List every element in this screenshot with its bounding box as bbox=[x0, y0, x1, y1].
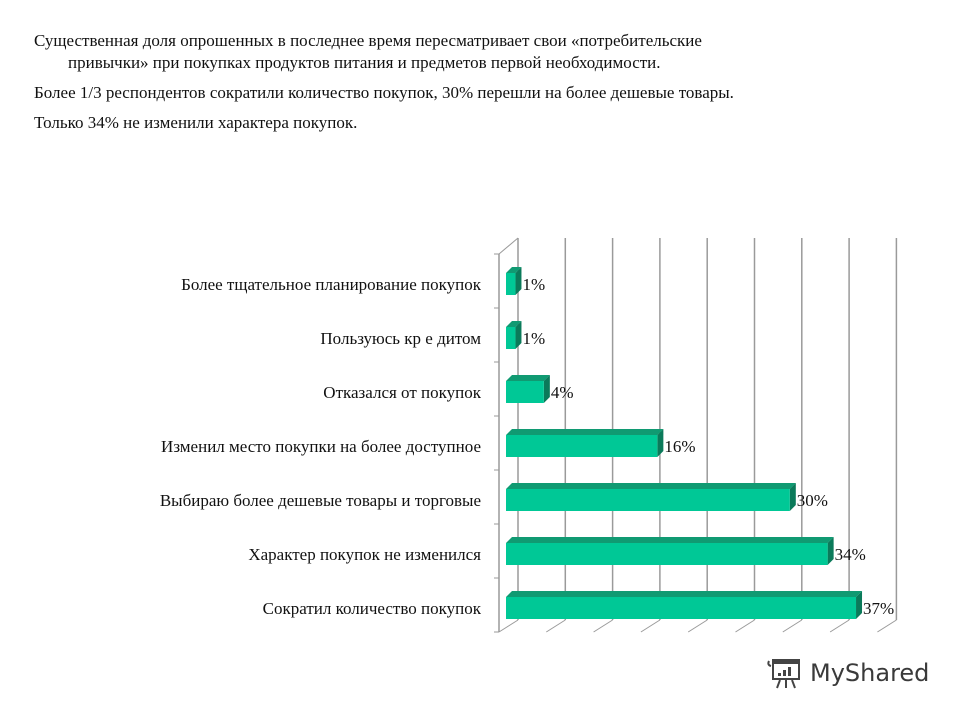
bar bbox=[506, 591, 863, 619]
category-label: Сократил количество покупок bbox=[263, 599, 482, 618]
watermark: MyShared bbox=[766, 655, 929, 691]
intro-line-1a: Существенная доля опрошенных в последнее… bbox=[34, 31, 702, 50]
bar bbox=[506, 267, 522, 295]
floor-gridline bbox=[498, 619, 519, 633]
bar bbox=[506, 483, 796, 511]
value-label: 30% bbox=[797, 491, 828, 510]
bar bbox=[506, 429, 664, 457]
value-label: 1% bbox=[522, 329, 545, 348]
intro-paragraph-1: Существенная доля опрошенных в последнее… bbox=[34, 30, 934, 74]
floor-gridline bbox=[593, 619, 613, 633]
intro-paragraph-3: Только 34% не изменили характера покупок… bbox=[34, 113, 358, 132]
value-label: 16% bbox=[664, 437, 695, 456]
watermark-text: MyShared bbox=[810, 659, 930, 687]
axis-top-edge bbox=[498, 237, 519, 255]
floor-gridline bbox=[877, 619, 897, 633]
chart-category-labels: Более тщательное планирование покупок Пол… bbox=[160, 275, 482, 618]
category-label: Выбираю более дешевые товары и торговые bbox=[160, 491, 481, 510]
chart-axis bbox=[494, 237, 519, 633]
intro-line-1b: привычки» при покупках продуктов питания… bbox=[68, 53, 661, 72]
value-label: 1% bbox=[522, 275, 545, 294]
chart-bars bbox=[506, 267, 863, 619]
value-label: 34% bbox=[835, 545, 866, 564]
value-label: 37% bbox=[863, 599, 894, 618]
floor-gridline bbox=[782, 619, 803, 633]
category-label: Изменил место покупки на более доступное bbox=[161, 437, 481, 456]
floor-gridline bbox=[829, 619, 850, 633]
category-label: Характер покупок не изменился bbox=[248, 545, 481, 564]
intro-text: Существенная доля опрошенных в последнее… bbox=[34, 30, 934, 142]
floor-gridline bbox=[687, 619, 708, 633]
floor-gridline bbox=[640, 619, 661, 633]
floor-gridline bbox=[546, 619, 566, 633]
bar bbox=[506, 375, 550, 403]
category-label: Пользуюсь кр е дитом bbox=[320, 329, 481, 348]
chart-value-labels: 1% 1% 4% 16% 30% 34% 37% bbox=[522, 275, 894, 618]
bar bbox=[506, 537, 834, 565]
bar bbox=[506, 321, 522, 349]
value-label: 4% bbox=[551, 383, 574, 402]
category-label: Отказался от покупок bbox=[323, 383, 481, 402]
presentation-board-icon bbox=[767, 659, 800, 689]
floor-gridline bbox=[735, 619, 755, 633]
intro-paragraph-2: Более 1/3 респондентов сократили количес… bbox=[34, 83, 734, 102]
category-label: Более тщательное планирование покупок bbox=[181, 275, 482, 294]
